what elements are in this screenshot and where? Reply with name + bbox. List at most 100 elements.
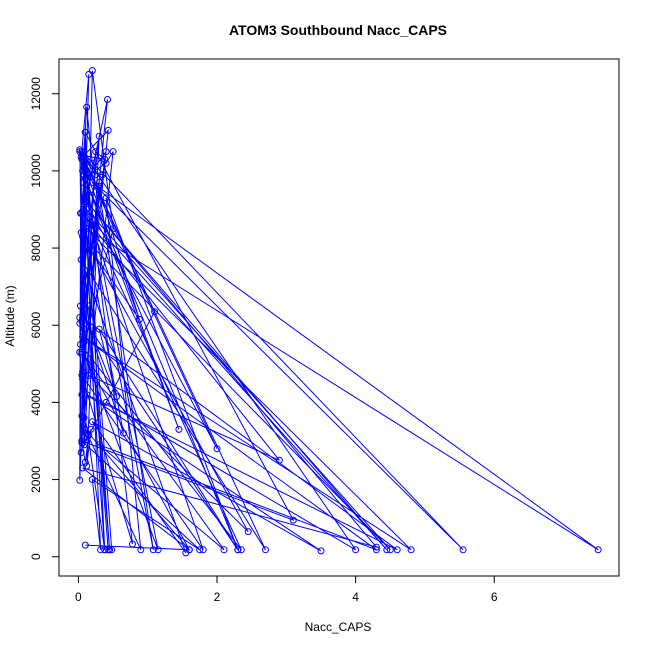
y-axis-label: Altitude (m)	[3, 285, 17, 346]
y-tick-label: 0	[29, 553, 43, 560]
data-point	[78, 350, 86, 358]
x-tick-label: 2	[214, 590, 221, 604]
data-point	[78, 148, 86, 156]
data-point	[113, 393, 120, 401]
data-point	[81, 458, 89, 466]
data-point	[77, 229, 85, 237]
data-point	[79, 233, 87, 240]
data-point	[88, 67, 96, 75]
data-point	[101, 155, 109, 163]
data-point	[352, 546, 360, 554]
data-point	[317, 547, 325, 555]
data-point	[85, 431, 93, 439]
data-point	[275, 456, 283, 464]
data-point	[78, 209, 86, 217]
data-point	[81, 541, 89, 549]
y-axis: 0 2000 4000 6000 8000 10000 12000	[29, 77, 60, 560]
y-tick-label: 10000	[29, 154, 43, 188]
data-point	[76, 148, 84, 156]
series-line	[80, 132, 599, 554]
data-point	[594, 546, 602, 554]
data-point	[85, 371, 93, 379]
series-line	[81, 159, 388, 551]
series-layer	[76, 67, 602, 557]
data-point	[393, 546, 401, 554]
data-point	[77, 302, 84, 310]
data-point	[99, 171, 107, 179]
data-point	[459, 546, 467, 554]
data-point	[137, 546, 145, 554]
x-tick-label: 4	[352, 590, 359, 604]
data-point	[135, 315, 143, 323]
x-tick-label: 0	[75, 590, 82, 604]
data-point	[80, 310, 88, 318]
data-point	[175, 425, 183, 433]
data-point	[88, 179, 96, 186]
data-point	[83, 391, 91, 399]
data-point	[244, 528, 252, 536]
data-point	[78, 412, 86, 420]
data-point	[76, 476, 84, 484]
data-point	[78, 391, 86, 399]
y-tick-label: 6000	[29, 312, 43, 339]
data-point	[289, 516, 297, 524]
data-point	[95, 325, 103, 333]
data-point	[97, 546, 105, 554]
data-point	[102, 148, 110, 156]
data-point	[85, 213, 93, 221]
data-point	[77, 256, 85, 264]
data-point	[78, 348, 86, 356]
data-point	[81, 175, 89, 183]
data-point	[109, 148, 117, 156]
data-point	[102, 194, 110, 202]
data-point	[95, 186, 103, 194]
data-point	[102, 398, 110, 406]
data-point	[104, 126, 112, 134]
data-point	[199, 546, 207, 554]
data-point	[95, 179, 103, 186]
data-point	[262, 546, 269, 554]
data-point	[80, 325, 88, 333]
data-point	[78, 437, 86, 445]
y-tick-label: 12000	[29, 77, 43, 111]
chart-title: ATOM3 Southbound Nacc_CAPS	[229, 22, 447, 38]
data-point	[81, 425, 89, 433]
y-tick-label: 8000	[29, 234, 43, 261]
data-point	[88, 248, 96, 256]
data-point	[234, 546, 242, 554]
x-axis-label: Nacc_CAPS	[305, 620, 372, 634]
data-point	[88, 418, 96, 426]
data-point	[76, 348, 84, 356]
data-point	[76, 146, 84, 154]
data-point	[407, 546, 415, 554]
data-point	[79, 464, 87, 472]
data-point	[78, 155, 86, 163]
data-point	[79, 368, 87, 375]
data-point	[213, 445, 221, 453]
data-point	[386, 546, 394, 554]
data-point	[80, 414, 88, 422]
data-point	[185, 546, 193, 554]
data-point	[237, 546, 245, 554]
data-point	[102, 159, 110, 167]
data-point	[108, 546, 116, 554]
x-axis: 0 2 4 6	[75, 575, 498, 604]
data-point	[120, 429, 127, 437]
x-tick-label: 6	[491, 590, 498, 604]
y-tick-label: 4000	[29, 389, 43, 416]
data-point	[81, 128, 89, 136]
data-point	[83, 103, 91, 111]
data-point	[78, 371, 86, 379]
data-point	[79, 333, 87, 341]
data-point	[154, 546, 162, 554]
y-tick-label: 2000	[29, 466, 43, 493]
data-point	[383, 546, 391, 554]
data-point	[77, 449, 85, 456]
data-point	[78, 439, 86, 447]
data-point	[149, 546, 157, 554]
data-point	[220, 546, 228, 554]
data-point	[104, 96, 111, 103]
data-point	[106, 546, 114, 554]
data-point	[92, 148, 100, 156]
